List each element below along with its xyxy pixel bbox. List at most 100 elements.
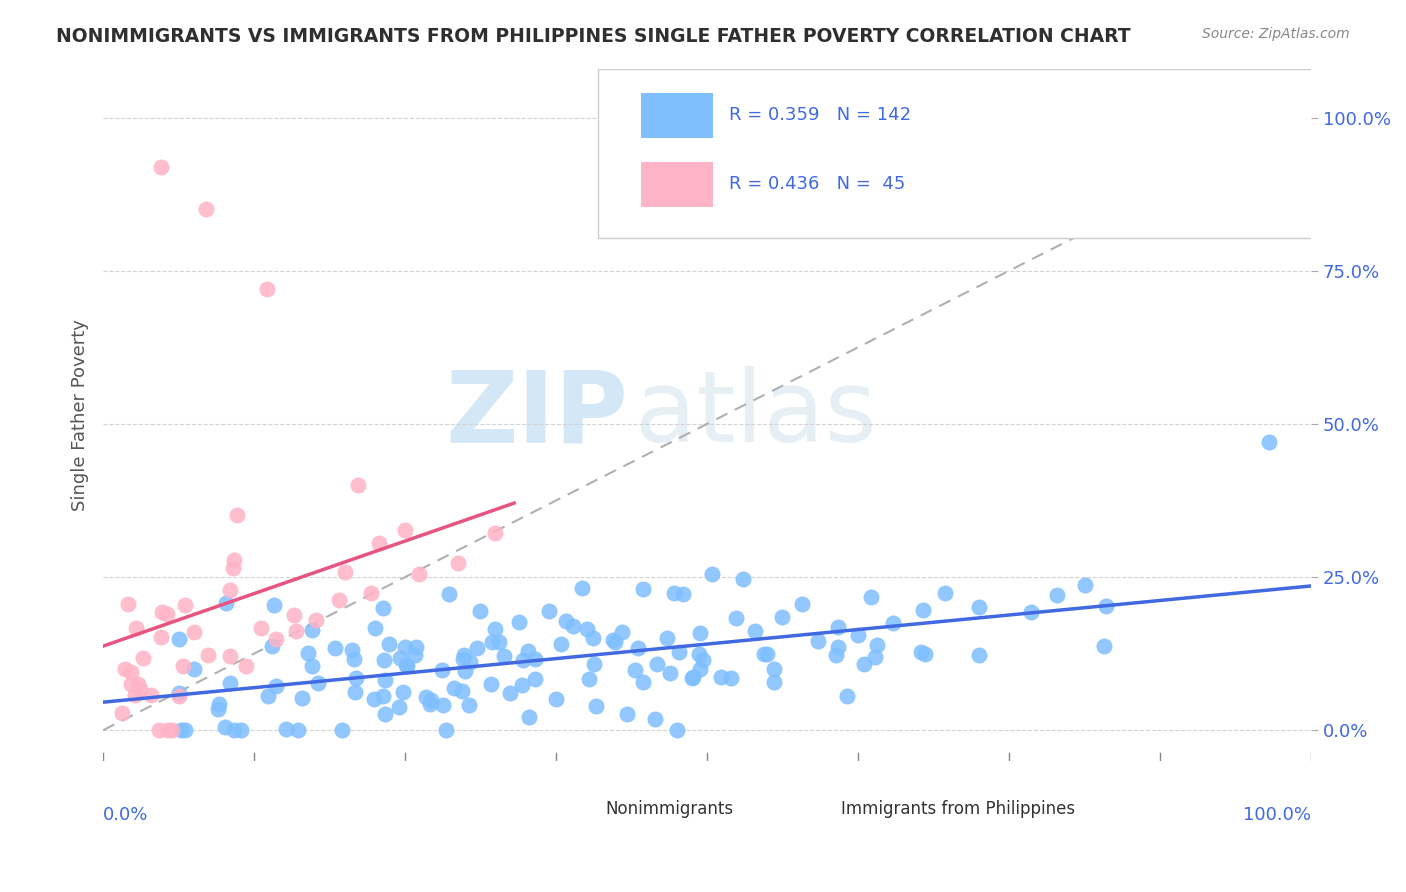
Point	[323, 641, 346, 656]
Point	[371, 601, 394, 615]
Point	[157, 723, 180, 738]
Text: ZIP: ZIP	[446, 367, 628, 463]
Y-axis label: Single Father Poverty: Single Father Poverty	[72, 318, 89, 510]
Point	[733, 572, 755, 586]
Point	[762, 662, 785, 676]
Point	[434, 723, 457, 738]
Point	[111, 706, 134, 721]
Point	[603, 634, 626, 648]
Point	[208, 697, 231, 711]
Point	[218, 582, 240, 597]
Point	[967, 600, 990, 615]
Point	[225, 508, 247, 523]
Point	[169, 632, 191, 647]
Point	[167, 686, 190, 700]
Point	[1019, 605, 1042, 619]
Point	[689, 625, 711, 640]
Point	[1092, 639, 1115, 653]
FancyBboxPatch shape	[599, 69, 1317, 238]
Point	[344, 671, 367, 685]
Point	[824, 648, 846, 663]
Point	[865, 649, 887, 664]
Point	[364, 621, 387, 635]
Point	[664, 586, 686, 600]
Point	[301, 659, 323, 673]
Point	[582, 657, 605, 671]
Point	[172, 659, 194, 673]
Point	[120, 665, 142, 679]
Point	[688, 647, 710, 661]
Point	[408, 567, 430, 582]
Point	[484, 526, 506, 541]
Point	[465, 640, 488, 655]
Text: atlas: atlas	[634, 367, 876, 463]
Point	[297, 646, 319, 660]
Point	[468, 605, 491, 619]
Text: NONIMMIGRANTS VS IMMIGRANTS FROM PHILIPPINES SINGLE FATHER POVERTY CORRELATION C: NONIMMIGRANTS VS IMMIGRANTS FROM PHILIPP…	[56, 27, 1130, 45]
Point	[692, 653, 714, 667]
Point	[432, 698, 454, 712]
Point	[934, 585, 956, 599]
Point	[430, 663, 453, 677]
Point	[420, 693, 443, 707]
Point	[827, 640, 849, 654]
Point	[405, 640, 427, 655]
Point	[117, 598, 139, 612]
Point	[373, 653, 395, 667]
Point	[395, 657, 418, 672]
Point	[207, 702, 229, 716]
Point	[453, 648, 475, 662]
Point	[790, 598, 813, 612]
Point	[575, 622, 598, 636]
Point	[222, 553, 245, 567]
Text: R = 0.359   N = 142: R = 0.359 N = 142	[728, 106, 911, 124]
Point	[394, 524, 416, 538]
Point	[284, 624, 307, 639]
Point	[512, 653, 534, 667]
Point	[1095, 599, 1118, 613]
Point	[287, 723, 309, 738]
Point	[404, 648, 426, 662]
Point	[291, 691, 314, 706]
Point	[343, 685, 366, 699]
Text: 0.0%: 0.0%	[103, 805, 149, 824]
Point	[457, 698, 479, 712]
Point	[752, 647, 775, 661]
Point	[276, 722, 298, 736]
Point	[1074, 578, 1097, 592]
Point	[627, 640, 650, 655]
Point	[439, 587, 461, 601]
Point	[827, 620, 849, 634]
Point	[756, 647, 779, 661]
Point	[537, 604, 560, 618]
Point	[256, 689, 278, 703]
Point	[218, 649, 240, 664]
Text: Source: ZipAtlas.com: Source: ZipAtlas.com	[1202, 27, 1350, 41]
Point	[689, 662, 711, 676]
Text: Nonimmigrants: Nonimmigrants	[606, 799, 734, 818]
Point	[156, 607, 179, 622]
Point	[360, 585, 382, 599]
Point	[219, 676, 242, 690]
Point	[914, 647, 936, 661]
Point	[124, 688, 146, 702]
Point	[647, 657, 669, 671]
Point	[911, 603, 934, 617]
Point	[665, 723, 688, 738]
Point	[127, 677, 149, 691]
Point	[141, 688, 163, 702]
Point	[368, 535, 391, 549]
Point	[562, 619, 585, 633]
Point	[967, 648, 990, 662]
FancyBboxPatch shape	[786, 796, 831, 822]
Point	[555, 614, 578, 628]
Point	[512, 678, 534, 692]
Point	[391, 684, 413, 698]
Point	[644, 712, 666, 726]
Point	[330, 723, 353, 738]
Point	[724, 611, 747, 625]
Point	[343, 652, 366, 666]
Point	[499, 686, 522, 700]
Point	[214, 720, 236, 734]
Point	[657, 631, 679, 645]
